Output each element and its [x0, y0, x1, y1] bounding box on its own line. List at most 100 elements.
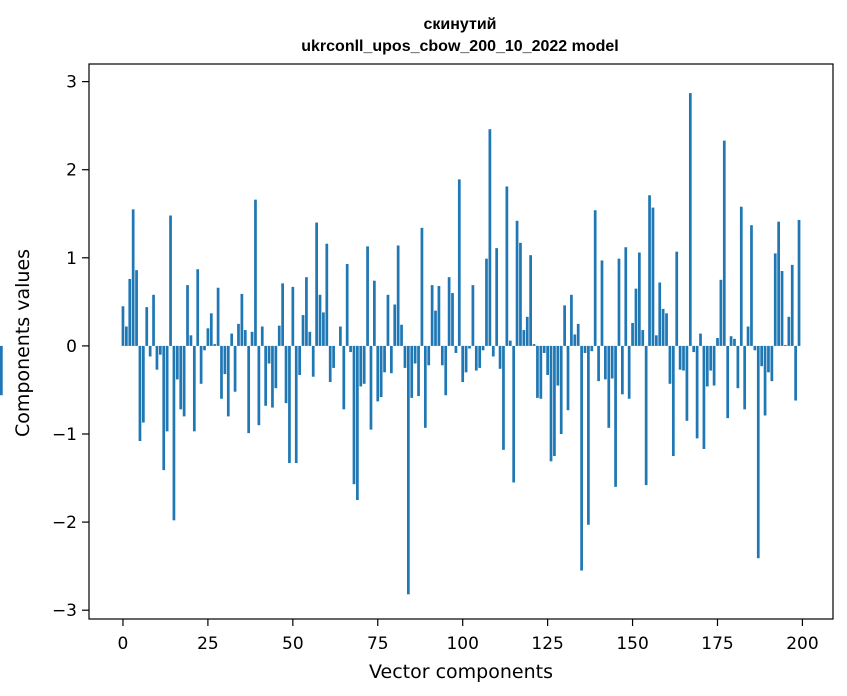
- bar-109: [491, 345, 495, 357]
- bar-56: [311, 345, 315, 377]
- x-tick-label: 150: [616, 634, 648, 654]
- bar-81: [396, 245, 400, 346]
- bar-30: [223, 345, 227, 375]
- bar-71: [362, 345, 366, 384]
- bar-47: [281, 283, 284, 346]
- bar-94: [440, 345, 444, 366]
- bar-66: [345, 263, 349, 346]
- x-axis-label: Vector components: [369, 661, 553, 683]
- bar-88: [420, 227, 424, 346]
- bar-95: [444, 345, 448, 396]
- bar-22: [196, 269, 200, 346]
- y-tick-label: 0: [66, 337, 77, 357]
- y-tick-label: 2: [66, 161, 77, 181]
- x-tick-label: 0: [118, 634, 129, 654]
- bar-85: [410, 345, 414, 398]
- bar-132: [570, 294, 573, 346]
- bar-41: [260, 326, 264, 346]
- bar-6: [142, 345, 145, 423]
- bar-177: [722, 140, 726, 346]
- bar-113: [505, 186, 509, 346]
- bar-186: [753, 345, 757, 351]
- bar-174: [712, 345, 716, 386]
- bar-195: [784, 345, 787, 346]
- bar-97: [451, 293, 454, 346]
- bar-35: [240, 293, 244, 346]
- bar-184: [746, 326, 750, 346]
- bar-37: [247, 345, 251, 434]
- bar-59: [322, 312, 325, 346]
- bar-122: [536, 345, 539, 398]
- bar-126: [549, 345, 553, 462]
- bar-161: [668, 345, 672, 384]
- bar-114: [508, 340, 512, 346]
- x-tick-label: 25: [197, 634, 219, 654]
- bar-64: [339, 326, 342, 346]
- bar-118: [522, 330, 526, 346]
- y-axis-ticks: −3 −2 −1 0 1 2 3: [52, 73, 89, 621]
- bar-176: [719, 279, 723, 346]
- bar-38: [250, 331, 254, 346]
- bar-168: [692, 345, 696, 353]
- bar-151: [634, 288, 638, 346]
- bar-120: [529, 255, 532, 346]
- bar-133: [573, 334, 577, 346]
- bar-102: [468, 345, 471, 349]
- bar-74: [373, 280, 376, 346]
- bar-28: [216, 287, 220, 346]
- bar-152: [638, 252, 641, 346]
- bar-96: [447, 277, 451, 346]
- bar-25: [206, 328, 210, 346]
- bar-9: [152, 294, 155, 346]
- bar-121: [532, 344, 536, 346]
- bar-1: [125, 326, 128, 346]
- bar-23: [199, 345, 203, 384]
- bar-198: [794, 345, 797, 401]
- bar-20: [189, 335, 193, 346]
- bar-53: [301, 315, 305, 346]
- x-tick-label: 50: [282, 634, 304, 654]
- bar-40: [257, 345, 261, 426]
- y-tick-label: 1: [66, 249, 77, 269]
- bar-31: [226, 345, 230, 417]
- x-tick-label: 175: [701, 634, 733, 654]
- bar-79: [390, 345, 393, 374]
- bar-42: [264, 345, 268, 406]
- bar-175: [716, 337, 719, 346]
- bar-68: [352, 345, 356, 485]
- bar-119: [525, 316, 529, 346]
- bar-110: [495, 248, 499, 346]
- bar-11: [158, 345, 162, 355]
- bar-116: [515, 220, 519, 346]
- bar-32: [230, 333, 234, 346]
- bar-112: [502, 345, 505, 450]
- bar-75: [376, 345, 380, 402]
- bar-27: [213, 344, 217, 346]
- bar-141: [600, 260, 604, 346]
- bar-182: [739, 206, 743, 346]
- bar-169: [695, 345, 699, 439]
- bar-12: [162, 345, 166, 471]
- bar-187: [756, 345, 760, 559]
- bar-148: [624, 247, 628, 346]
- bar-99: [457, 179, 461, 346]
- bar-190: [767, 345, 770, 373]
- bar-101: [464, 345, 468, 373]
- bar-131: [566, 345, 570, 411]
- bar-139: [593, 210, 597, 346]
- bar-29: [220, 345, 223, 399]
- bar-135: [580, 345, 583, 571]
- bar-127: [553, 345, 556, 457]
- bar-172: [705, 345, 709, 387]
- bar-55: [308, 331, 312, 346]
- bar-33: [233, 345, 237, 392]
- bar-89: [423, 345, 427, 428]
- bar-36: [243, 330, 247, 346]
- bar-51: [294, 345, 298, 464]
- bar-58: [318, 294, 322, 346]
- bar-73: [369, 345, 373, 430]
- bar-17: [179, 345, 183, 410]
- bar-192: [773, 253, 777, 346]
- bar-162: [671, 345, 675, 457]
